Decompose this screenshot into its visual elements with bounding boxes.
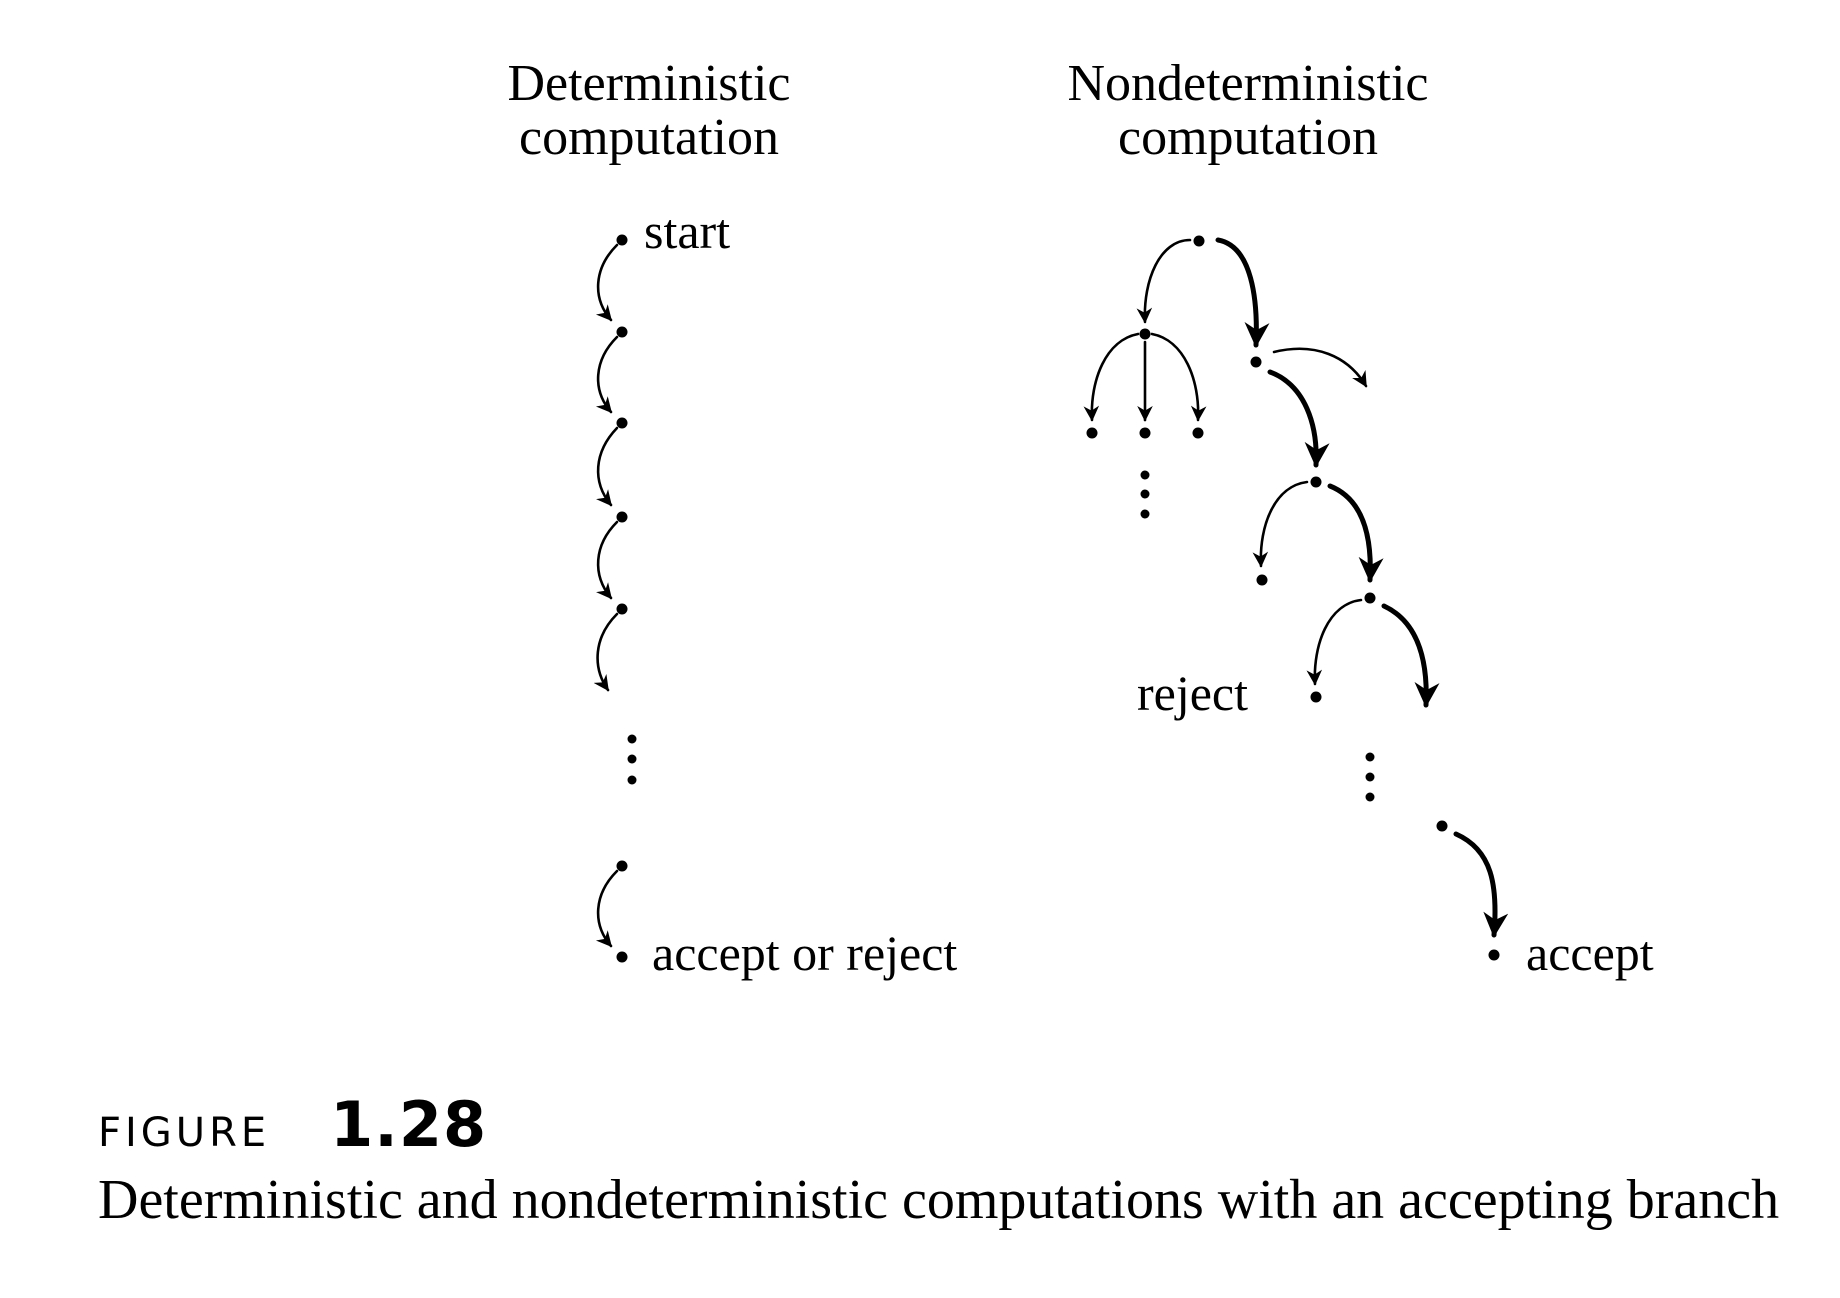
det-node xyxy=(616,511,628,523)
det-edge xyxy=(596,520,619,600)
det-edge xyxy=(595,243,619,322)
det-end-label: accept or reject xyxy=(652,925,957,981)
nondeterministic-title: Nondeterministic computation xyxy=(1067,55,1428,166)
nd-accept-edge-open xyxy=(1381,603,1440,708)
det-edge xyxy=(596,426,619,507)
nondeterministic-title-line1: Nondeterministic xyxy=(1067,55,1428,112)
nd-accept-edge xyxy=(1215,237,1270,348)
deterministic-title-line2: computation xyxy=(519,109,779,166)
det-node-end xyxy=(616,951,628,963)
nd-node xyxy=(1310,476,1322,488)
nd-edge xyxy=(1136,238,1192,324)
nondeterministic-tree: reject accept xyxy=(1083,235,1654,981)
nd-node-leaf xyxy=(1086,427,1098,439)
nd-node-leaf xyxy=(1139,427,1151,439)
nd-edge xyxy=(1306,598,1363,686)
nd-ellipsis-left xyxy=(1140,470,1150,519)
deterministic-tree: start accept or reject xyxy=(593,203,957,981)
nd-node xyxy=(1139,328,1151,340)
deterministic-title: Deterministic computation xyxy=(507,55,790,166)
nd-accept-edge xyxy=(1453,831,1509,938)
figure-word: FIGURE xyxy=(98,1110,271,1156)
figure-caption-text: Deterministic and nondeterministic compu… xyxy=(98,1169,1780,1231)
nondeterministic-title-line2: computation xyxy=(1118,109,1378,166)
nd-node-root xyxy=(1193,235,1205,247)
det-node-start xyxy=(616,234,628,246)
det-edge xyxy=(595,869,619,948)
nd-node xyxy=(1436,820,1448,832)
nd-node xyxy=(1364,592,1376,604)
figure-caption-heading: FIGURE 1.28 xyxy=(98,1088,487,1161)
det-node xyxy=(616,326,628,338)
nd-ellipsis-right xyxy=(1365,752,1375,802)
nd-reject-label: reject xyxy=(1137,665,1248,721)
det-edge-open xyxy=(593,612,619,692)
nd-edge xyxy=(1252,480,1309,568)
det-node xyxy=(616,417,628,429)
nd-accept-label: accept xyxy=(1526,925,1654,981)
nd-accept-edge xyxy=(1267,369,1330,468)
det-node xyxy=(616,860,628,872)
nd-node-accept xyxy=(1488,949,1500,961)
nd-node-reject xyxy=(1310,691,1322,703)
figure-number: 1.28 xyxy=(330,1088,488,1161)
deterministic-title-line1: Deterministic xyxy=(507,55,790,112)
det-edge xyxy=(595,335,619,414)
nd-edge xyxy=(1083,332,1140,422)
det-start-label: start xyxy=(644,203,730,259)
nd-edge xyxy=(1150,332,1207,422)
nd-node-leaf xyxy=(1192,427,1204,439)
nd-edge-open xyxy=(1272,347,1368,388)
det-ellipsis xyxy=(627,734,637,785)
nd-node-leaf xyxy=(1256,574,1268,586)
nd-node xyxy=(1250,356,1262,368)
det-node xyxy=(616,603,628,615)
nd-accept-edge xyxy=(1327,483,1384,583)
